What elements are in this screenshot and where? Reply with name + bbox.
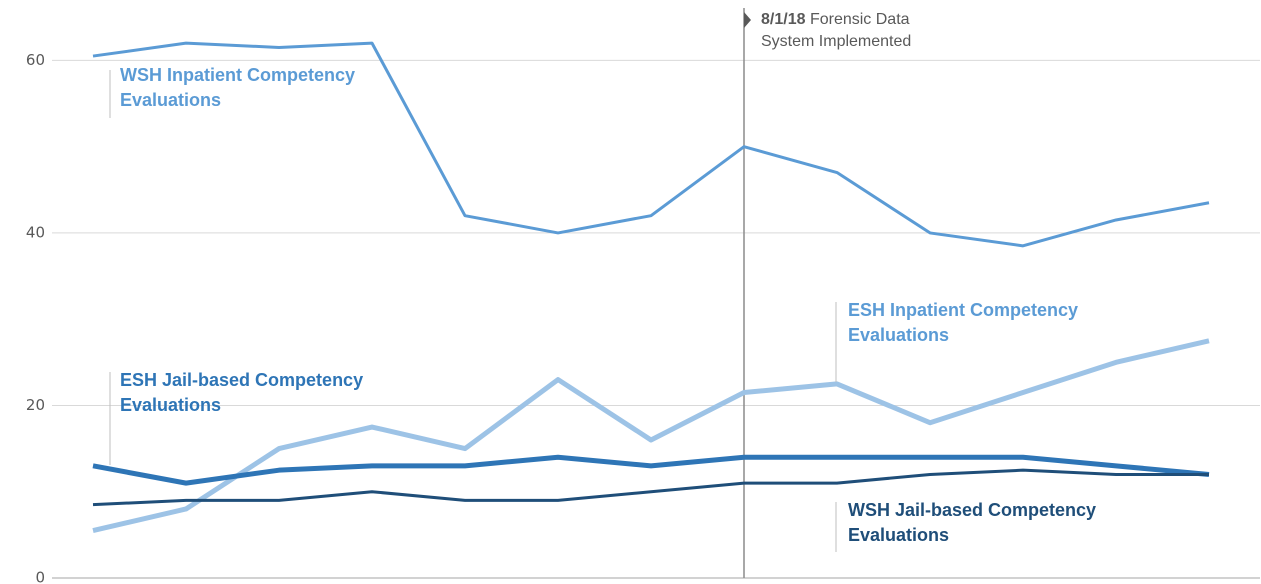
series-line xyxy=(92,41,1210,248)
annotation-note: Forensic Data System Implemented xyxy=(761,11,912,50)
y-tick-label: 40 xyxy=(26,223,45,241)
series-line xyxy=(92,454,1210,486)
y-tick-label: 20 xyxy=(26,396,45,414)
annotation-date: 8/1/18 xyxy=(761,11,806,28)
series-line xyxy=(92,338,1210,533)
y-tick-label: 60 xyxy=(26,51,45,69)
series-line xyxy=(92,468,1209,507)
series-label: WSH Inpatient Competency Evaluations xyxy=(120,65,356,110)
series-label: ESH Inpatient Competency Evaluations xyxy=(848,300,1079,345)
series-label: WSH Jail-based Competency Evaluations xyxy=(848,500,1097,545)
annotation-text: 8/1/18 Forensic Data System Implemented xyxy=(761,9,961,53)
annotation-marker xyxy=(744,12,751,28)
series-label: ESH Jail-based Competency Evaluations xyxy=(120,370,364,415)
y-tick-label: 0 xyxy=(35,569,45,584)
